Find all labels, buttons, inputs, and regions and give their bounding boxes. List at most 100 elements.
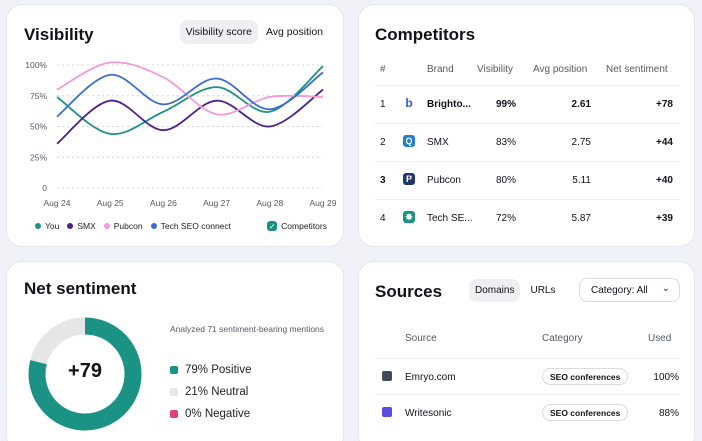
negative-swatch	[170, 410, 178, 418]
x-tick-label: Aug 28	[256, 198, 283, 208]
col-header-net-sentiment: Net sentiment	[606, 64, 668, 75]
col-header-visibility: Visibility	[477, 64, 513, 75]
competitor-net-sentiment: +44	[656, 137, 673, 148]
competitor-avg-position: 2.61	[571, 99, 591, 110]
competitors-card: Competitors # Brand Visibility Avg posit…	[358, 4, 695, 247]
series-line-you[interactable]	[56, 65, 324, 135]
competitor-avg-position: 2.75	[571, 137, 591, 148]
source-row[interactable]: Writesonic SEO conferences 88%	[375, 394, 680, 430]
competitor-row[interactable]: 4 ✸ Tech SE... 72% 5.87 +39	[375, 199, 680, 237]
sources-tabs: Domains URLs	[469, 279, 561, 302]
category-select[interactable]: Category: All ⌄	[579, 278, 680, 302]
source-used: 100%	[653, 372, 679, 383]
competitor-rank: 4	[380, 213, 386, 224]
x-tick-label: Aug 26	[150, 198, 177, 208]
source-favicon-icon	[382, 371, 392, 381]
donut-slice-positive[interactable]	[28, 317, 142, 431]
legend-you[interactable]: You	[35, 221, 59, 231]
series-line-tech-seo-connect[interactable]	[56, 71, 324, 118]
competitor-row[interactable]: 2 Q SMX 83% 2.75 +44	[375, 123, 680, 161]
legend-label: SMX	[77, 221, 96, 231]
visibility-line-chart: 0 25% 50% 75% 100% Aug 24 Aug 25 Aug 26 Aug 27 Au…	[25, 60, 337, 208]
col-header-used: Used	[648, 333, 672, 344]
col-header-brand: Brand	[427, 64, 454, 75]
competitor-brand: Pubcon	[427, 175, 461, 186]
category-pill: SEO conferences	[542, 404, 629, 421]
source-used: 88%	[658, 408, 679, 419]
sources-card: Sources Domains URLs Category: All ⌄ Sou…	[358, 261, 695, 441]
brand-logo-icon: b	[405, 96, 413, 110]
visibility-metric-toggle: Visibility score Avg position	[179, 20, 329, 44]
competitor-rank: 1	[380, 99, 386, 110]
x-tick-label: Aug 24	[44, 198, 71, 208]
visibility-score-tab[interactable]: Visibility score	[179, 20, 258, 44]
check-icon: ✓	[267, 221, 278, 231]
neutral-swatch	[170, 388, 178, 396]
competitor-net-sentiment: +40	[656, 175, 673, 186]
chevron-down-icon: ⌄	[661, 283, 670, 294]
y-tick-label: 0	[42, 183, 47, 193]
neutral-label: 21% Neutral	[185, 386, 249, 398]
legend-label: You	[45, 221, 60, 231]
competitor-brand: Tech SE...	[427, 213, 473, 224]
competitor-avg-position: 5.87	[571, 213, 591, 224]
col-header-num: #	[380, 64, 386, 75]
legend-dot	[103, 223, 110, 229]
series-line-smx[interactable]	[56, 88, 324, 145]
negative-label: 0% Negative	[185, 408, 251, 420]
donut-slice-neutral[interactable]	[30, 317, 86, 365]
competitor-visibility: 72%	[495, 213, 516, 224]
legend-pubcon[interactable]: Pubcon	[103, 221, 143, 231]
competitor-row[interactable]: 1 b Brighto... 99% 2.61 +78	[375, 85, 680, 123]
competitor-row[interactable]: 3 P Pubcon 80% 5.11 +40	[375, 161, 680, 199]
competitor-visibility: 99%	[495, 99, 516, 110]
competitor-brand: Brighto...	[427, 99, 471, 110]
competitors-toggle[interactable]: ✓ Competitors	[267, 221, 327, 231]
net-sentiment-card: Net sentiment +79 Analyzed 71 sentiment-…	[6, 261, 344, 441]
competitors-toggle-label: Competitors	[281, 221, 327, 231]
sentiment-neutral: 21% Neutral	[170, 386, 248, 398]
legend-smx[interactable]: SMX	[67, 221, 96, 231]
visibility-card: Visibility Visibility score Avg position…	[6, 4, 344, 247]
source-name[interactable]: Writesonic	[405, 408, 452, 419]
brand-logo-icon: ✸	[403, 211, 415, 223]
category-select-value: Category: All	[591, 284, 648, 296]
tab-domains[interactable]: Domains	[469, 279, 521, 302]
sentiment-donut-chart	[28, 317, 142, 431]
y-tick-label: 100%	[25, 60, 47, 70]
col-header-source: Source	[405, 333, 437, 344]
avg-position-tab[interactable]: Avg position	[265, 26, 323, 38]
y-tick-label: 50%	[30, 122, 47, 132]
legend-tech-seo-connect[interactable]: Tech SEO connect	[150, 221, 232, 231]
chart-legend: You SMX Pubcon Tech SEO connect ✓ Competi…	[35, 221, 335, 231]
visibility-title: Visibility	[24, 25, 94, 44]
competitor-avg-position: 5.11	[572, 175, 591, 186]
legend-dot	[67, 223, 74, 229]
net-sentiment-title: Net sentiment	[24, 279, 137, 298]
legend-dot	[35, 223, 41, 229]
category-pill: SEO conferences	[542, 368, 629, 385]
competitor-visibility: 83%	[495, 137, 516, 148]
legend-dot	[150, 223, 157, 229]
competitor-net-sentiment: +39	[656, 213, 673, 224]
competitor-rank: 3	[380, 175, 386, 186]
competitor-brand: SMX	[427, 137, 449, 148]
col-header-category: Category	[542, 333, 583, 344]
net-sentiment-value: +79	[68, 360, 102, 382]
competitor-visibility: 80%	[495, 175, 516, 186]
competitors-title: Competitors	[375, 25, 476, 44]
x-tick-label: Aug 25	[97, 198, 124, 208]
sentiment-negative: 0% Negative	[170, 408, 250, 420]
series-line-pubcon[interactable]	[56, 61, 324, 116]
positive-label: 79% Positive	[185, 364, 252, 376]
sentiment-positive: 79% Positive	[170, 364, 251, 376]
col-header-avg-position: Avg position	[533, 64, 588, 75]
y-tick-label: 75%	[30, 91, 47, 101]
source-row[interactable]: Emryo.com SEO conferences 100%	[375, 358, 680, 394]
tab-urls[interactable]: URLs	[530, 285, 556, 296]
positive-swatch	[170, 366, 178, 374]
legend-label: Tech SEO connect	[160, 221, 232, 231]
source-name[interactable]: Emryo.com	[405, 372, 456, 383]
x-tick-label: Aug 29	[310, 198, 337, 208]
competitor-rank: 2	[380, 137, 386, 148]
